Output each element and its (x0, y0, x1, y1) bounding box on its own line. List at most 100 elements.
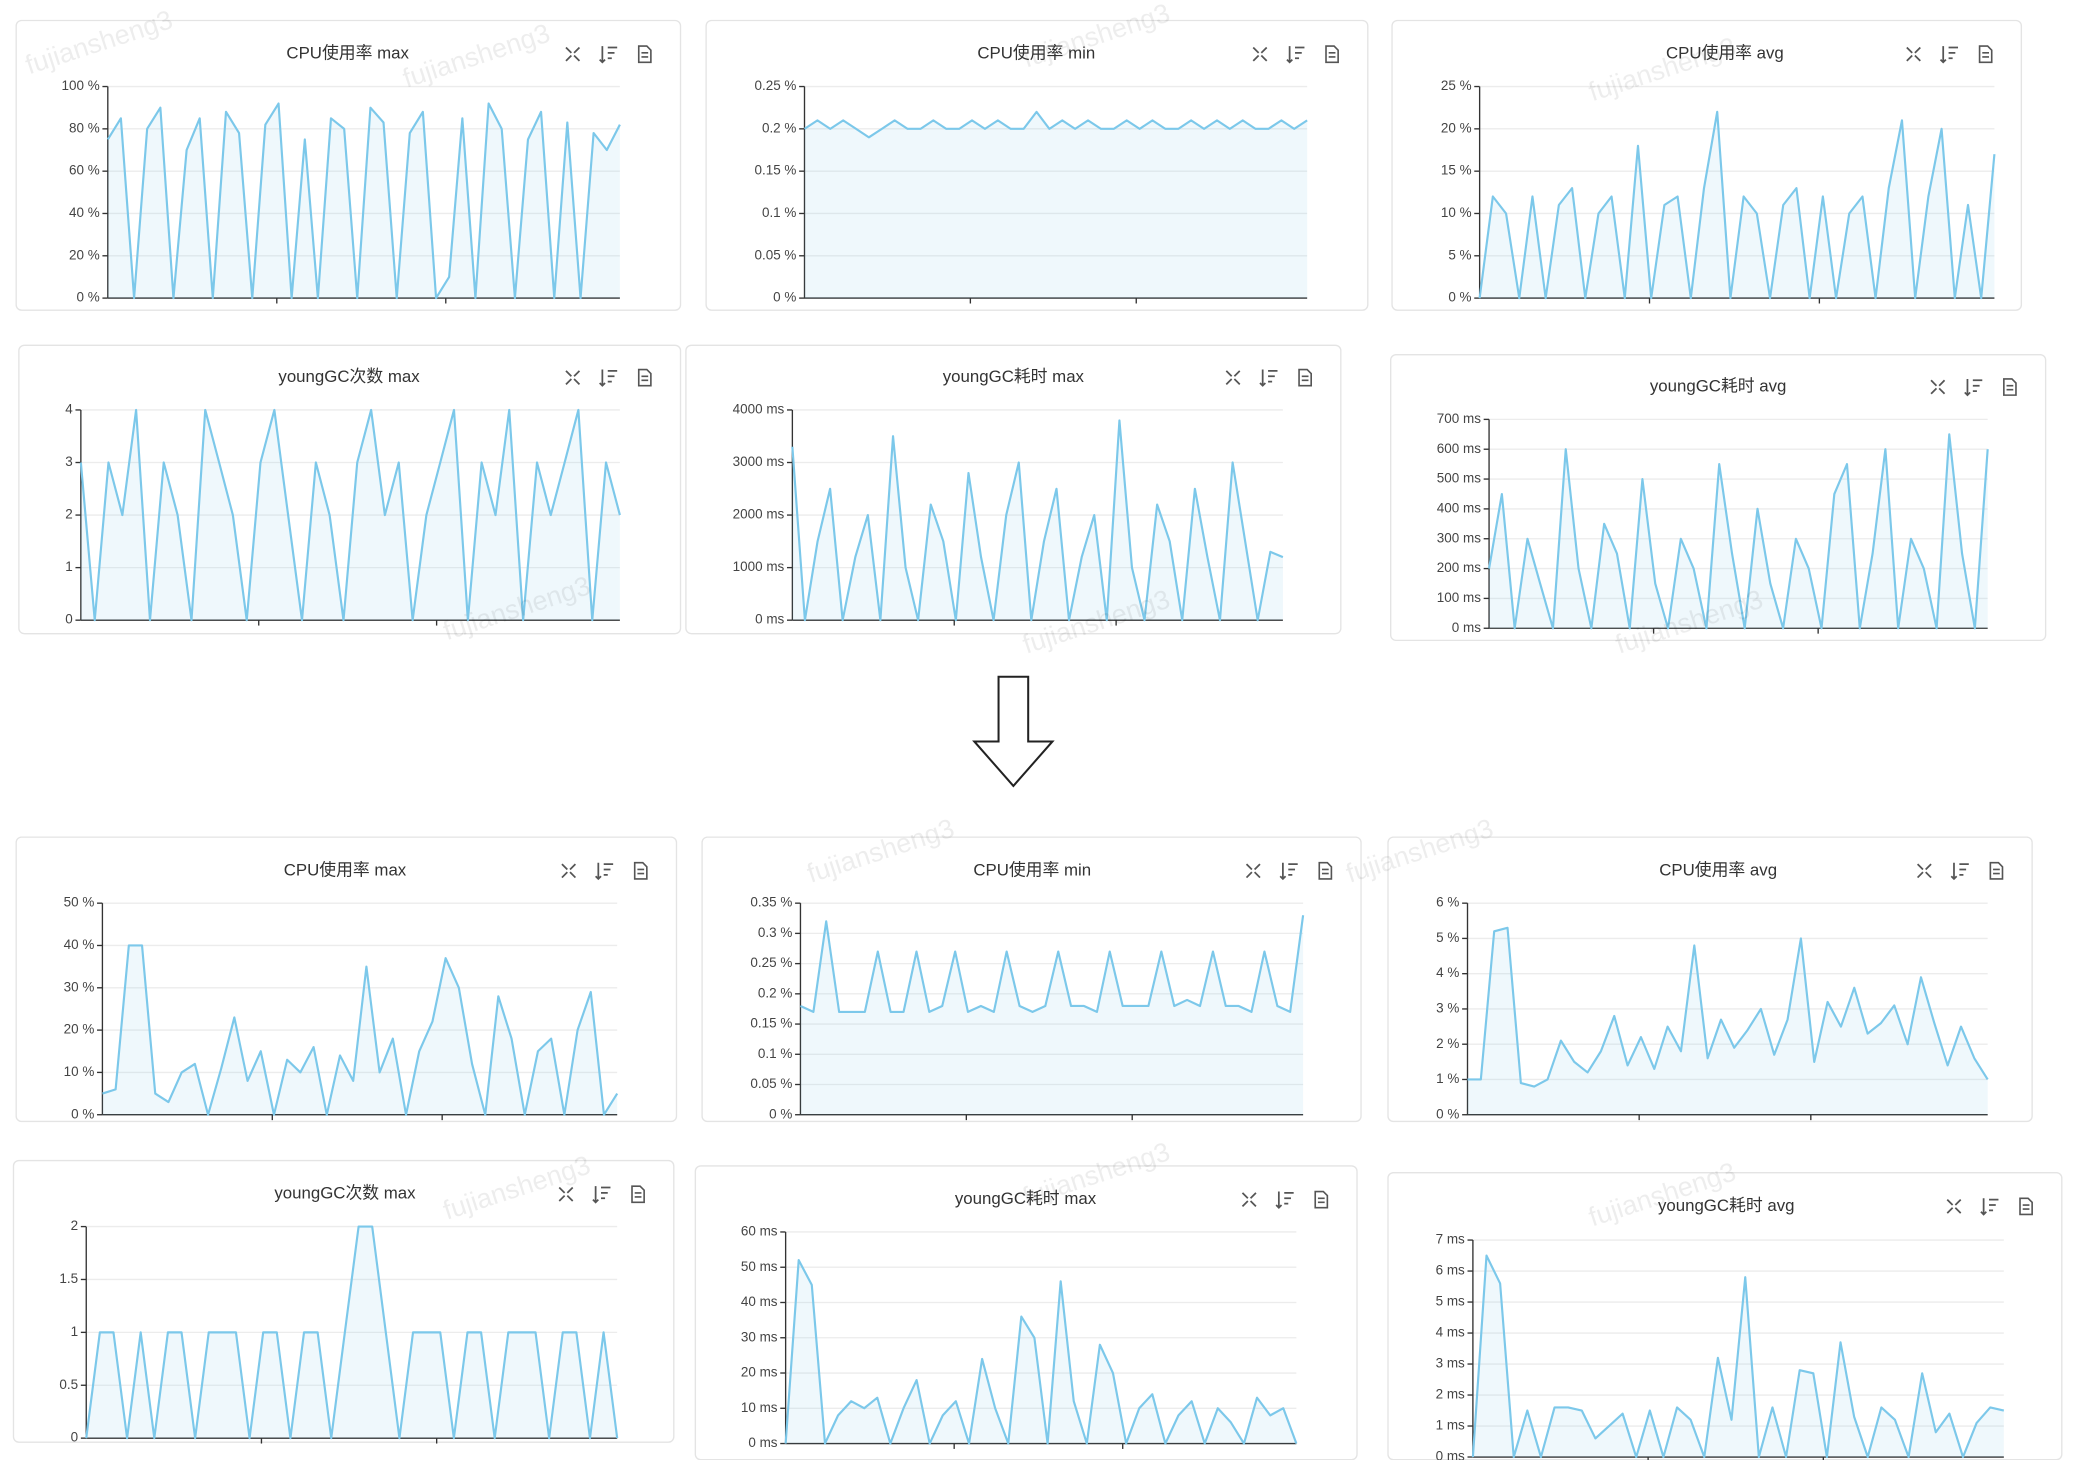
series-line (791, 419, 1284, 622)
icon-sort (1286, 46, 1305, 64)
icon-sort (592, 1186, 611, 1204)
icon-expand (1916, 863, 1932, 879)
chart-title: youngGC耗时 avg (1650, 376, 1787, 395)
icon-sort (1964, 378, 1983, 397)
y-tick-label: 0.25 % (754, 78, 796, 93)
y-tick-label: 0 % (1448, 290, 1471, 305)
chart-panel: CPU使用率 max 0 % 10 % 20 % 30 % 40 % 50 % (15, 836, 678, 1123)
icon-expand (1225, 370, 1241, 385)
y-tick-label: 2 ms (1436, 1387, 1465, 1402)
panel-frame (701, 836, 1362, 1123)
y-tick-label: 0 % (71, 1106, 94, 1121)
chart-panel: youngGC次数 max 0 0.5 1 1.5 2 (12, 1159, 675, 1445)
icon-expand (1930, 379, 1946, 395)
icon-sort (599, 46, 618, 64)
icon-expand (1906, 46, 1921, 62)
chart-title: youngGC次数 max (278, 367, 420, 386)
y-tick-label: 0 % (1436, 1106, 1459, 1121)
y-tick-label: 40 % (69, 205, 100, 220)
icon-doc (637, 368, 652, 387)
y-tick-label: 0.2 % (762, 120, 796, 135)
panel-frame (705, 19, 1369, 311)
series-area (107, 103, 620, 299)
y-tick-label: 400 ms (1437, 500, 1481, 515)
icon-doc (637, 45, 652, 64)
y-tick-label: 0.15 % (754, 163, 796, 178)
series-line (784, 1259, 1298, 1445)
chart-panel: CPU使用率 max 0 % 20 % 40 % 60 % 80 % 100 % (15, 19, 682, 311)
icon-doc (633, 861, 648, 880)
icon-expand (565, 370, 581, 385)
y-tick-label: 300 ms (1437, 530, 1481, 545)
y-tick-label: 4 (65, 402, 73, 417)
y-tick-label: 1.5 (59, 1271, 78, 1286)
icon-expand (558, 1186, 574, 1202)
chart-title: youngGC耗时 avg (1658, 1196, 1795, 1215)
chart-title: CPU使用率 avg (1659, 859, 1777, 879)
y-tick-label: 50 % (64, 895, 95, 910)
icon-sort (1950, 862, 1969, 881)
y-tick-label: 3 ms (1436, 1356, 1465, 1371)
y-tick-label: 0 ms (748, 1435, 777, 1450)
y-tick-label: 10 % (1441, 205, 1472, 220)
y-tick-label: 30 % (64, 979, 95, 994)
y-tick-label: 0 (65, 612, 73, 627)
series-line (106, 102, 621, 300)
series-area (792, 420, 1283, 621)
y-tick-label: 0.3 % (758, 925, 792, 940)
y-tick-label: 20 % (69, 247, 100, 262)
y-tick-label: 2000 ms (733, 507, 785, 522)
chart-panel: CPU使用率 avg 0 % 1 % 2 % 3 % 4 % 5 % 6 % (1387, 836, 2033, 1123)
series-area (785, 1260, 1297, 1444)
y-tick-label: 60 % (69, 163, 100, 178)
panel-frame (15, 836, 678, 1123)
icon-doc (631, 1185, 645, 1204)
y-tick-label: 30 ms (741, 1329, 778, 1344)
series-area (1467, 927, 1988, 1115)
y-tick-label: 1 (71, 1324, 79, 1339)
y-tick-label: 6 % (1436, 895, 1459, 910)
y-tick-label: 0.15 % (750, 1016, 792, 1031)
chart-title: youngGC耗时 max (955, 1189, 1097, 1208)
icon-sort (1939, 46, 1959, 64)
y-tick-label: 5 % (1448, 247, 1471, 262)
y-tick-label: 15 % (1441, 163, 1472, 178)
y-tick-label: 2 (65, 507, 73, 522)
y-tick-label: 1 (65, 559, 73, 574)
y-tick-label: 0 (71, 1430, 79, 1445)
chart-panel: youngGC耗时 avg 0 ms 1 ms 2 ms 3 ms 4 ms 5 ms 6 m… (1387, 1172, 2063, 1460)
y-tick-label: 0.05 % (754, 247, 796, 262)
chart-title: CPU使用率 min (977, 43, 1095, 63)
series-line (1488, 433, 1989, 630)
y-tick-label: 7 ms (1436, 1232, 1465, 1247)
icon-doc (2019, 1197, 2033, 1216)
y-tick-label: 4000 ms (733, 402, 785, 417)
icon-sort (1275, 1191, 1294, 1209)
y-tick-label: 20 ms (741, 1365, 778, 1380)
icon-sort (1980, 1198, 1999, 1216)
y-tick-label: 0.5 (59, 1377, 78, 1392)
icon-doc (1298, 368, 1312, 387)
chart-title: CPU使用率 avg (1666, 43, 1784, 63)
y-tick-label: 100 % (62, 78, 100, 93)
icon-expand (561, 863, 577, 879)
y-tick-label: 1 % (1436, 1071, 1459, 1086)
chart-title: youngGC次数 max (274, 1184, 416, 1203)
icon-doc (2003, 378, 2017, 396)
y-tick-label: 3 % (1436, 1001, 1459, 1016)
y-tick-label: 100 ms (1437, 590, 1481, 605)
y-tick-label: 0 % (773, 290, 796, 305)
icon-sort (595, 862, 614, 881)
y-tick-label: 3 (65, 454, 73, 469)
icon-doc (1989, 861, 2004, 880)
series-area (1479, 111, 1995, 299)
y-tick-label: 25 % (1441, 78, 1472, 93)
series-line (79, 408, 621, 622)
y-tick-label: 0 ms (1452, 620, 1481, 635)
y-tick-label: 0.1 % (762, 205, 796, 220)
chart-panel: CPU使用率 avg 0 % 5 % 10 % 15 % 20 % 25 % (1391, 19, 2023, 311)
chart-panel: CPU使用率 min 0 % 0.05 % 0.1 % 0.15 % 0.2 % 0.25 … (705, 19, 1369, 311)
icon-expand (1245, 863, 1261, 879)
y-tick-label: 0 ms (755, 612, 784, 627)
